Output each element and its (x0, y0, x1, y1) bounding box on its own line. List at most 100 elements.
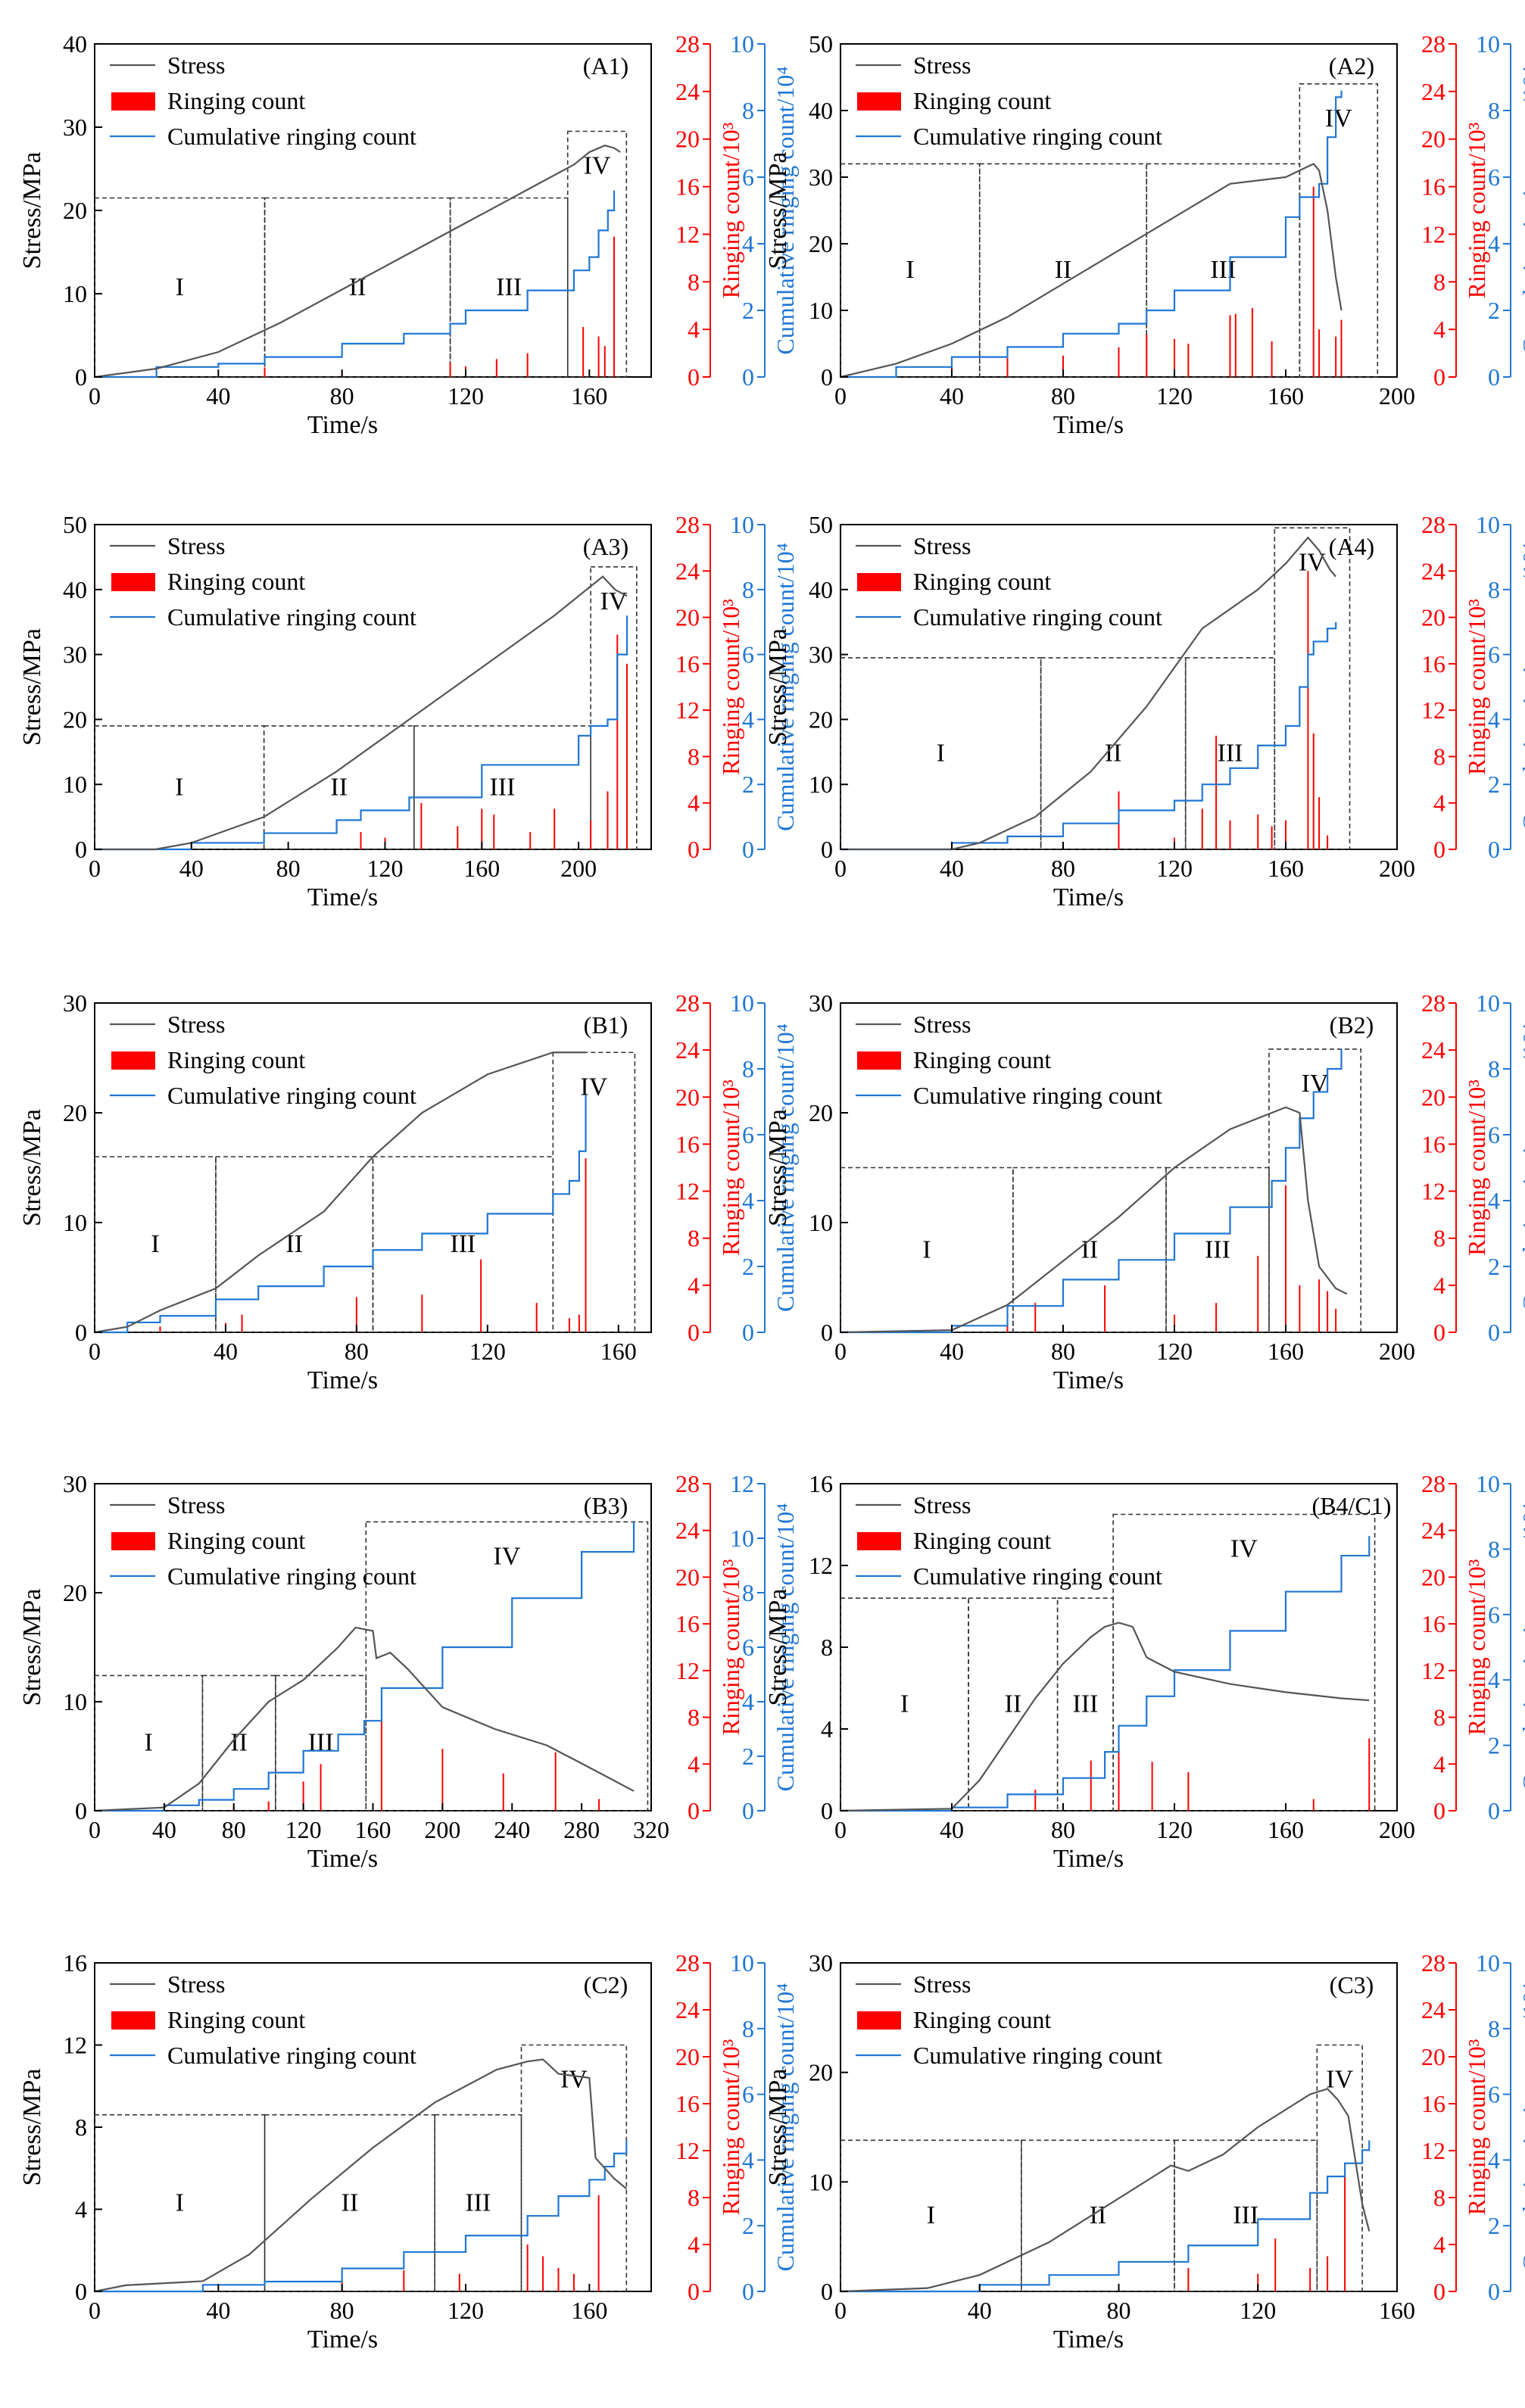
stage-box (365, 1521, 649, 1811)
legend-stress-label: Stress (167, 532, 225, 559)
x-tick-label: 80 (1051, 1816, 1075, 1843)
blue-tick-label: 2 (742, 1253, 754, 1280)
legend-ringing-swatch (111, 573, 155, 591)
x-tick-label: 320 (633, 1816, 669, 1843)
y-tick-label: 20 (63, 197, 87, 224)
red-tick-label: 12 (675, 696, 700, 724)
x-tick-label: 80 (330, 382, 354, 410)
y-axis-label: Stress/MPa (18, 628, 46, 746)
blue-tick-label: 0 (742, 1319, 754, 1346)
blue-tick-label: 6 (742, 1121, 754, 1148)
x-tick-label: 120 (1156, 855, 1193, 882)
y-tick-label: 50 (809, 30, 833, 58)
x-tick-label: 80 (276, 855, 301, 882)
blue-tick-label: 0 (742, 2278, 754, 2305)
stage-label: III (308, 1729, 334, 1757)
red-tick-label: 24 (1421, 557, 1445, 584)
red-tick-label: 20 (1421, 604, 1445, 631)
legend-ringing-label: Ringing count (167, 1527, 305, 1554)
legend-stress-label: Stress (913, 1970, 971, 1998)
blue-tick-label: 8 (1488, 576, 1500, 603)
legend-ringing-swatch (857, 1532, 901, 1550)
blue-tick-label: 8 (742, 97, 754, 124)
blue-tick-label: 4 (742, 1187, 754, 1214)
red-tick-label: 4 (688, 790, 700, 817)
blue-axis-label: Cumulative ringing count/10⁴ (1517, 1983, 1525, 2272)
panel-tag: (B3) (584, 1492, 628, 1519)
red-axis-label: Ringing count/10³ (1463, 123, 1490, 299)
legend-stress-label: Stress (913, 51, 971, 79)
x-tick-label: 200 (424, 1816, 460, 1843)
stage-label: III (496, 273, 522, 301)
x-tick-label: 200 (1379, 1338, 1415, 1365)
red-tick-label: 4 (1433, 1750, 1445, 1777)
x-axis-label: Time/s (1053, 411, 1124, 439)
blue-tick-label: 4 (742, 1688, 754, 1715)
y-tick-label: 20 (63, 706, 87, 733)
x-tick-label: 160 (1268, 382, 1304, 410)
red-tick-label: 0 (1433, 1319, 1445, 1346)
red-tick-label: 12 (1421, 696, 1445, 724)
red-tick-label: 20 (675, 1563, 700, 1590)
red-tick-label: 8 (1433, 268, 1445, 295)
red-tick-label: 28 (1421, 1949, 1445, 1977)
red-tick-label: 4 (1433, 316, 1445, 343)
stage-label: II (1105, 739, 1122, 767)
red-tick-label: 28 (675, 30, 700, 58)
stage-label: I (151, 1230, 159, 1258)
red-tick-label: 0 (1433, 836, 1445, 863)
stage-label: I (175, 773, 183, 801)
legend-stress-label: Stress (167, 51, 225, 79)
legend-ringing-label: Ringing count (913, 2006, 1051, 2033)
red-tick-label: 16 (675, 1610, 700, 1637)
blue-tick-label: 8 (742, 1579, 754, 1606)
red-tick-label: 24 (675, 78, 700, 105)
legend-stress-label: Stress (913, 532, 971, 559)
legend-ringing-label: Ringing count (167, 87, 305, 114)
y-axis-label: Stress/MPa (764, 2069, 792, 2186)
blue-tick-label: 4 (742, 230, 754, 257)
x-tick-label: 40 (968, 2297, 992, 2324)
blue-tick-label: 10 (730, 511, 754, 538)
stage-box (1268, 1048, 1362, 1333)
stage-label: I (176, 273, 184, 301)
blue-axis-label: Cumulative ringing count/10⁴ (1517, 67, 1525, 355)
x-tick-label: 120 (285, 1816, 322, 1843)
y-tick-label: 0 (75, 836, 87, 863)
y-tick-label: 10 (63, 280, 87, 307)
blue-tick-label: 10 (1476, 1470, 1500, 1497)
x-tick-label: 0 (834, 855, 847, 882)
blue-tick-label: 0 (742, 1797, 754, 1824)
red-tick-label: 12 (675, 1657, 700, 1684)
legend-ringing-label: Ringing count (167, 2006, 305, 2033)
blue-tick-label: 4 (1488, 1666, 1500, 1693)
stress-line (840, 2088, 1371, 2293)
stage-box (1274, 527, 1351, 850)
y-tick-label: 10 (809, 771, 833, 798)
red-tick-label: 8 (1433, 1704, 1445, 1731)
x-tick-label: 160 (571, 382, 607, 410)
red-tick-label: 0 (688, 1797, 700, 1824)
blue-tick-label: 8 (1488, 97, 1500, 124)
x-tick-label: 0 (89, 1816, 101, 1843)
stage-label: III (465, 2188, 491, 2216)
red-axis-label: Ringing count/10³ (1463, 2039, 1490, 2216)
legend-ringing-label: Ringing count (913, 568, 1051, 595)
y-axis-label: Stress/MPa (764, 1109, 792, 1226)
x-tick-label: 120 (448, 2297, 484, 2324)
x-tick-label: 80 (1051, 855, 1075, 882)
legend-stress-label: Stress (167, 1491, 225, 1519)
blue-axis-label: Cumulative ringing count/10⁴ (772, 1023, 799, 1312)
x-tick-label: 280 (563, 1816, 600, 1843)
red-axis-label: Ringing count/10³ (717, 2039, 744, 2216)
blue-tick-label: 4 (1488, 2146, 1500, 2173)
blue-tick-label: 4 (742, 2146, 754, 2173)
x-tick-label: 80 (1051, 1338, 1075, 1365)
blue-axis-label: Cumulative ringing count/10⁴ (1517, 543, 1525, 831)
